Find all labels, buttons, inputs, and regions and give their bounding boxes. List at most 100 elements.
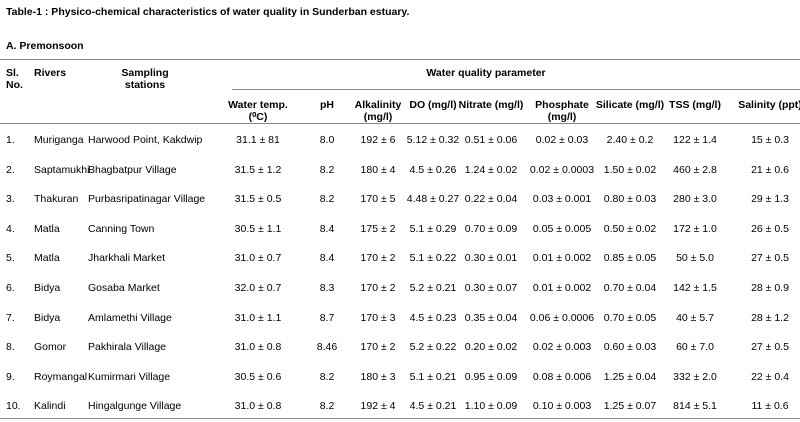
table-cell: 31.1 ± 81 bbox=[236, 134, 280, 146]
table-cell: 192 ± 6 bbox=[360, 134, 396, 146]
table-cell: 4.5 ± 0.23 bbox=[409, 311, 457, 324]
table-cell: 26 ± 0.5 bbox=[751, 222, 789, 235]
table-cell: Harwood Point, Kakdwip bbox=[88, 134, 203, 146]
table-cell: 0.01 ± 0.002 bbox=[532, 252, 592, 265]
table-cell: 28 ± 0.9 bbox=[751, 282, 789, 294]
table-cell: 31.0 ± 0.7 bbox=[234, 252, 282, 265]
table-cell: Amlamethi Village bbox=[88, 311, 172, 324]
column-header: Silicate (mg/l) bbox=[595, 99, 665, 111]
column-header: Salinity (ppt) bbox=[738, 99, 800, 111]
table-cell: 0.80 ± 0.03 bbox=[603, 193, 657, 206]
table-cell: 29 ± 1.3 bbox=[751, 193, 789, 206]
table-cell: 0.02 ± 0.0003 bbox=[529, 163, 595, 176]
table-cell: 0.50 ± 0.02 bbox=[603, 222, 657, 235]
table-cell: 15 ± 0.3 bbox=[751, 134, 789, 146]
table-cell: 172 ± 1.0 bbox=[673, 222, 717, 235]
table-cell: 30.5 ± 1.1 bbox=[234, 222, 282, 235]
table-cell: 460 ± 2.8 bbox=[673, 163, 717, 176]
table-cell: Kalindi bbox=[34, 400, 66, 413]
table-cell: 32.0 ± 0.7 bbox=[234, 282, 282, 294]
table-cell: 0.60 ± 0.03 bbox=[603, 341, 657, 354]
table-cell: Thakuran bbox=[34, 193, 79, 206]
table-cell: 31.5 ± 1.2 bbox=[234, 163, 282, 176]
table-cell: 0.30 ± 0.01 bbox=[464, 252, 518, 265]
column-header: DO (mg/l) bbox=[409, 99, 457, 111]
table-cell: Roymangal bbox=[34, 370, 88, 383]
table-cell: 1.25 ± 0.04 bbox=[603, 370, 657, 383]
rule bbox=[0, 418, 800, 419]
table-cell: 4.48 ± 0.27 bbox=[406, 193, 460, 206]
table-cell: 0.22 ± 0.04 bbox=[464, 193, 518, 206]
table-cell: 21 ± 0.6 bbox=[751, 163, 789, 176]
table-cell: 10. bbox=[6, 400, 21, 413]
table-cell: 8.4 bbox=[319, 252, 335, 265]
table-cell: 8.0 bbox=[319, 134, 335, 146]
column-header: Nitrate (mg/l) bbox=[458, 99, 524, 111]
table-cell: 22 ± 0.4 bbox=[751, 370, 789, 383]
table-cell: 2. bbox=[6, 163, 15, 176]
table-cell: 0.70 ± 0.04 bbox=[603, 282, 657, 294]
table-cell: 50 ± 5.0 bbox=[676, 252, 714, 265]
table-cell: 0.06 ± 0.0006 bbox=[529, 311, 595, 324]
table-cell: 8.2 bbox=[319, 193, 335, 206]
table-cell: 27 ± 0.5 bbox=[751, 252, 789, 265]
table-cell: 814 ± 5.1 bbox=[673, 400, 717, 413]
table-cell: 5.2 ± 0.21 bbox=[409, 282, 457, 294]
table-cell: 1.25 ± 0.07 bbox=[603, 400, 657, 413]
table-cell: 31.0 ± 0.8 bbox=[234, 400, 282, 413]
table-cell: 0.95 ± 0.09 bbox=[464, 370, 518, 383]
table-cell: 1.24 ± 0.02 bbox=[464, 163, 518, 176]
table-cell: 6. bbox=[6, 282, 15, 294]
table-cell: 8.46 bbox=[316, 341, 338, 354]
column-header: Alkalinity (mg/l) bbox=[354, 99, 402, 123]
table-cell: Muriganga bbox=[34, 134, 84, 146]
column-header: Sl. No. bbox=[6, 67, 23, 91]
table-cell: Matla bbox=[34, 222, 60, 235]
table-cell: 0.70 ± 0.05 bbox=[603, 311, 657, 324]
table-cell: 0.10 ± 0.003 bbox=[532, 400, 592, 413]
group-header: Water quality parameter bbox=[426, 67, 546, 79]
table-cell: 1.50 ± 0.02 bbox=[603, 163, 657, 176]
table-cell: Hingalgunge Village bbox=[88, 400, 182, 413]
table-cell: 4.5 ± 0.26 bbox=[409, 163, 457, 176]
table-cell: 0.01 ± 0.002 bbox=[532, 282, 592, 294]
table-cell: 8.3 bbox=[319, 282, 335, 294]
table-cell: 1. bbox=[6, 134, 15, 146]
table-cell: 180 ± 3 bbox=[360, 370, 396, 383]
table-cell: 31.0 ± 1.1 bbox=[234, 311, 282, 324]
table-cell: 0.30 ± 0.07 bbox=[464, 282, 518, 294]
rule bbox=[0, 59, 800, 60]
table-cell: 142 ± 1.5 bbox=[673, 282, 717, 294]
table-cell: 8.2 bbox=[319, 163, 335, 176]
table-cell: 170 ± 2 bbox=[360, 341, 396, 354]
table-cell: 192 ± 4 bbox=[360, 400, 396, 413]
table-cell: 5.1 ± 0.29 bbox=[409, 222, 457, 235]
table-cell: 5.12 ± 0.32 bbox=[406, 134, 460, 146]
table-cell: 5. bbox=[6, 252, 15, 265]
table-cell: 3. bbox=[6, 193, 15, 206]
table-cell: 8.2 bbox=[319, 370, 335, 383]
table-cell: 5.1 ± 0.22 bbox=[409, 252, 457, 265]
column-header: Water temp. (⁰C) bbox=[228, 99, 288, 123]
table-cell: 170 ± 2 bbox=[360, 282, 396, 294]
column-header: Sampling stations bbox=[121, 67, 169, 91]
table-cell: 0.85 ± 0.05 bbox=[603, 252, 657, 265]
table-cell: 27 ± 0.5 bbox=[751, 341, 789, 354]
rule bbox=[0, 123, 800, 124]
table-cell: Gomor bbox=[34, 341, 67, 354]
table-cell: 5.2 ± 0.22 bbox=[409, 341, 457, 354]
table-cell: 4.5 ± 0.21 bbox=[409, 400, 457, 413]
table-cell: 7. bbox=[6, 311, 15, 324]
table-cell: 0.35 ± 0.04 bbox=[464, 311, 518, 324]
table-cell: 31.0 ± 0.8 bbox=[234, 341, 282, 354]
table-cell: 0.02 ± 0.003 bbox=[532, 341, 592, 354]
table-cell: 175 ± 2 bbox=[360, 222, 396, 235]
table-cell: 28 ± 1.2 bbox=[751, 311, 789, 324]
section-title: A. Premonsoon bbox=[6, 40, 84, 52]
table-cell: 0.08 ± 0.006 bbox=[532, 370, 592, 383]
table-cell: 0.70 ± 0.09 bbox=[464, 222, 518, 235]
table-cell: 0.02 ± 0.03 bbox=[535, 134, 589, 146]
rule bbox=[232, 89, 800, 90]
table-cell: 9. bbox=[6, 370, 15, 383]
table-cell: Bhagbatpur Village bbox=[88, 163, 177, 176]
